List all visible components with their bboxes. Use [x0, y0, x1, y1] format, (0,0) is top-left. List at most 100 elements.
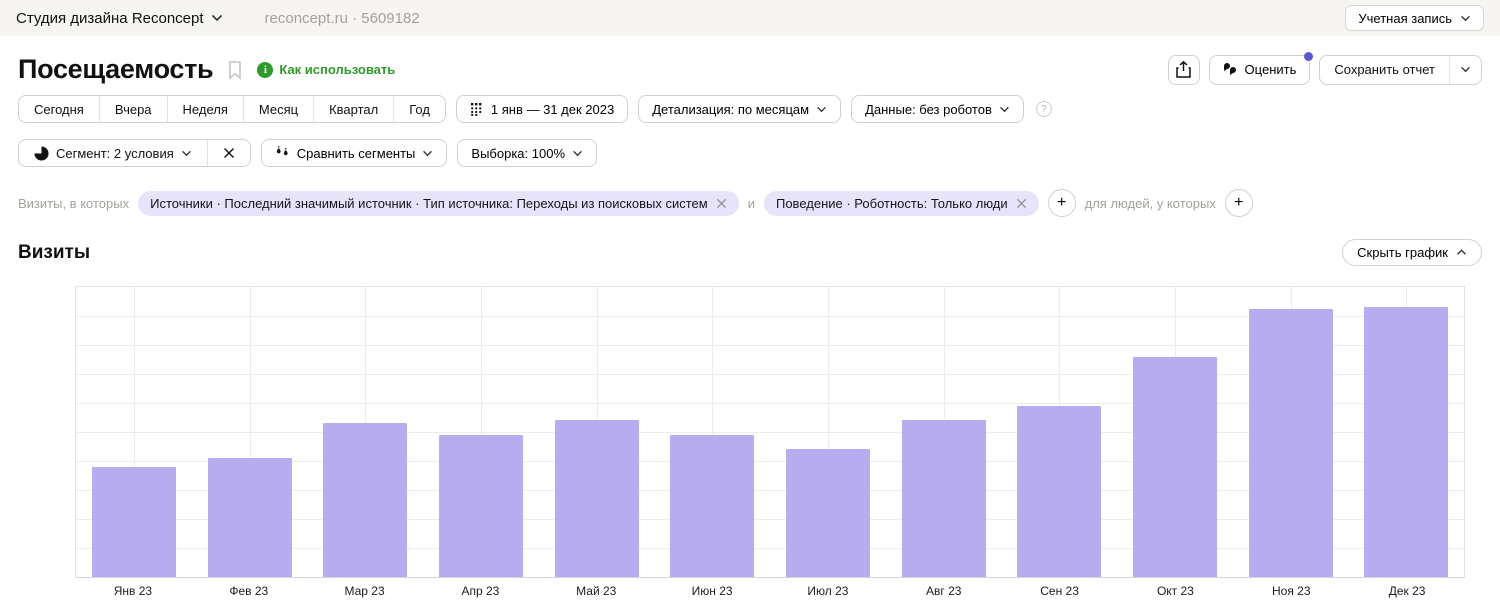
bookmark-icon[interactable] — [227, 60, 243, 80]
how-to-use-link[interactable]: i Как использовать — [257, 61, 396, 78]
info-icon: i — [257, 61, 274, 78]
account-button[interactable]: Учетная запись — [1345, 5, 1484, 31]
detail-dropdown[interactable]: Детализация: по месяцам — [638, 95, 842, 123]
title-row: Посещаемость i Как использовать — [18, 51, 1482, 85]
gridline-horizontal — [76, 519, 1464, 520]
segment-dropdown[interactable]: Сегмент: 2 условия — [19, 140, 207, 166]
x-axis-label: Апр 23 — [461, 584, 500, 598]
chevron-down-icon — [572, 150, 583, 157]
project-switcher[interactable]: Студия дизайна Reconcept — [16, 10, 223, 27]
date-range-button[interactable]: 1 янв — 31 дек 2023 — [455, 95, 629, 123]
x-axis-label: Авг 23 — [926, 584, 962, 598]
save-report-split-button: Сохранить отчет — [1319, 54, 1482, 85]
chevron-up-icon — [1456, 249, 1467, 256]
segment-clear-button[interactable] — [206, 140, 250, 166]
plus-icon: + — [1234, 194, 1244, 211]
chart-bar[interactable] — [438, 434, 523, 577]
close-icon — [223, 147, 235, 159]
period-month[interactable]: Месяц — [242, 96, 313, 122]
visits-section-header: Визиты Скрыть график — [18, 239, 1482, 266]
export-button[interactable] — [1167, 54, 1200, 85]
close-icon[interactable] — [716, 198, 727, 209]
filter-chip-sources[interactable]: Источники · Последний значимый источник … — [138, 190, 739, 216]
sampling-dropdown[interactable]: Выборка: 100% — [457, 139, 598, 167]
hide-chart-button[interactable]: Скрыть график — [1342, 239, 1482, 266]
help-icon[interactable]: ? — [1035, 101, 1052, 117]
chart-bar[interactable] — [554, 420, 639, 577]
gridline-vertical — [712, 287, 714, 577]
chart-x-labels: Янв 23 Фев 23 Мар 23 Апр 23 Май 23 Июн 23 Июл … — [75, 584, 1465, 602]
visits-chart-plot — [75, 286, 1465, 578]
gridline-vertical — [249, 287, 251, 577]
x-axis-label: Янв 23 — [113, 584, 153, 598]
detail-label: Детализация: по месяцам — [652, 101, 810, 117]
compare-segments-dropdown[interactable]: Сравнить сегменты — [260, 139, 448, 167]
chart-bar[interactable] — [207, 458, 292, 577]
chart-bar[interactable] — [785, 449, 870, 577]
segment-toolbar: Сегмент: 2 условия Сравнить сегменты — [18, 139, 1482, 167]
x-axis-label: Июн 23 — [691, 584, 733, 598]
chart-bar[interactable] — [1248, 308, 1333, 577]
period-week[interactable]: Неделя — [166, 96, 243, 122]
how-to-use-label: Как использовать — [279, 62, 396, 77]
chart-bar[interactable] — [1132, 356, 1217, 577]
chevron-down-icon — [1461, 66, 1470, 73]
period-today[interactable]: Сегодня — [34, 101, 84, 117]
gridline-horizontal — [76, 316, 1464, 317]
people-filter-prefix: для людей, у которых — [1084, 195, 1216, 211]
chevron-down-icon — [422, 150, 433, 157]
close-icon[interactable] — [1016, 198, 1027, 209]
x-axis-label: Окт 23 — [1156, 584, 1194, 598]
save-report-dropdown[interactable] — [1449, 55, 1481, 84]
chart-bar[interactable] — [670, 434, 755, 577]
period-year[interactable]: Год — [393, 96, 445, 122]
chart-bar[interactable] — [1017, 405, 1102, 577]
chart-bar[interactable] — [323, 423, 408, 577]
counter-info: reconcept.ru · 5609182 — [264, 9, 420, 27]
add-people-filter-button[interactable]: + — [1224, 189, 1253, 217]
chart-bar[interactable] — [91, 466, 176, 577]
and-label: и — [747, 195, 755, 211]
gridline-horizontal — [76, 490, 1464, 491]
chevron-down-icon — [1460, 15, 1471, 22]
feedback-bubbles-icon — [1223, 63, 1238, 76]
calendar-grid-icon — [470, 102, 484, 116]
period-quarter[interactable]: Квартал — [313, 96, 393, 122]
filter-row: Визиты, в которых Источники · Последний … — [18, 189, 1482, 217]
segment-button-group: Сегмент: 2 условия — [18, 139, 251, 167]
gridline-vertical — [827, 287, 829, 577]
x-axis-label: Сен 23 — [1040, 584, 1079, 598]
gridline-horizontal — [76, 461, 1464, 462]
visits-section-title: Визиты — [18, 241, 91, 263]
filter-chip-behavior[interactable]: Поведение · Роботность: Только люди — [763, 190, 1039, 216]
notification-badge — [1304, 51, 1314, 61]
top-bar: Студия дизайна Reconcept reconcept.ru · … — [0, 0, 1500, 36]
gridline-vertical — [133, 287, 135, 577]
chart-bar[interactable] — [901, 420, 986, 577]
data-robots-dropdown[interactable]: Данные: без роботов — [851, 95, 1024, 123]
project-name: Студия дизайна Reconcept — [16, 9, 204, 27]
chevron-down-icon — [211, 14, 223, 22]
visits-chart: Янв 23 Фев 23 Мар 23 Апр 23 Май 23 Июн 23 Июл … — [75, 286, 1465, 602]
gridline-horizontal — [76, 374, 1464, 375]
account-button-label: Учетная запись — [1358, 10, 1452, 26]
period-button-group: Сегодня Вчера Неделя Месяц Квартал Год — [18, 95, 446, 123]
filter-chip-label: Источники · Последний значимый источник … — [150, 195, 708, 211]
hide-chart-label: Скрыть график — [1357, 245, 1448, 260]
gridline-horizontal — [76, 548, 1464, 549]
x-axis-label: Ноя 23 — [1271, 584, 1311, 598]
title-actions: Оценить Сохранить отчет — [1167, 51, 1482, 85]
chevron-down-icon — [999, 106, 1010, 113]
add-visit-filter-button[interactable]: + — [1047, 189, 1076, 217]
rate-button-label: Оценить — [1244, 62, 1297, 77]
period-toolbar: Сегодня Вчера Неделя Месяц Квартал Год 1… — [18, 95, 1482, 123]
compare-segments-label: Сравнить сегменты — [296, 145, 416, 161]
chart-bar[interactable] — [1364, 307, 1449, 577]
visits-filter-prefix: Визиты, в которых — [18, 195, 130, 211]
rate-button[interactable]: Оценить — [1208, 51, 1314, 85]
save-report-button[interactable]: Сохранить отчет — [1334, 62, 1435, 77]
x-axis-label: Дек 23 — [1388, 584, 1426, 598]
sampling-label: Выборка: 100% — [471, 145, 566, 161]
x-axis-label: Мар 23 — [344, 584, 385, 598]
period-yesterday[interactable]: Вчера — [98, 96, 167, 122]
